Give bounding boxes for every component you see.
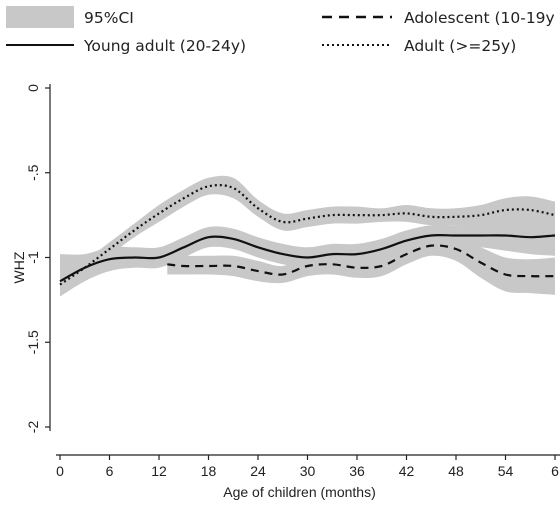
x-tick-label: 54 (498, 463, 514, 479)
x-tick-label: 24 (250, 463, 266, 479)
x-tick-label: 36 (349, 463, 365, 479)
x-tick-label: 18 (201, 463, 217, 479)
series-line-adult-25y (59, 184, 556, 286)
x-tick-label: 48 (448, 463, 464, 479)
y-tick-label: -1 (25, 251, 41, 264)
x-tick-label: 30 (300, 463, 316, 479)
y-ticks: 0 -.5 -1 -1.5 -2 (25, 84, 50, 433)
series-line-adolescent-10-19y (167, 244, 556, 278)
legend-swatch-ci (6, 6, 74, 28)
y-tick-label: 0 (25, 84, 41, 92)
legend-label-adolescent: Adolescent (10-19y (404, 9, 555, 27)
series-lines (59, 184, 556, 286)
y-axis-title: WHZ (11, 251, 27, 283)
y-tick-label: -.5 (25, 164, 41, 181)
y-tick-label: -1.5 (25, 330, 41, 354)
legend-label-ci: 95%CI (84, 9, 134, 27)
legend: 95%CI Adolescent (10-19y Young adult (20… (6, 6, 555, 55)
x-tick-label: 6 (106, 463, 114, 479)
x-tick-label: 42 (399, 463, 415, 479)
x-ticks: 0 6 12 18 24 30 36 42 48 54 6 (56, 455, 559, 479)
x-tick-label: 12 (151, 463, 167, 479)
ci-band-adult-25y (60, 175, 555, 292)
legend-label-young-adult: Young adult (20-24y) (83, 37, 246, 55)
axes: 0 -.5 -1 -1.5 -2 0 6 12 18 24 30 36 42 48 54 6 WHZ Age… (11, 84, 560, 500)
x-tick-label: 0 (56, 463, 64, 479)
x-axis-title: Age of children (months) (223, 484, 376, 500)
legend-label-adult: Adult (>=25y) (404, 37, 516, 55)
x-tick-label: 6 (551, 463, 559, 479)
series-line-young-adult-20-24y (59, 234, 556, 283)
y-tick-label: -2 (25, 421, 41, 434)
